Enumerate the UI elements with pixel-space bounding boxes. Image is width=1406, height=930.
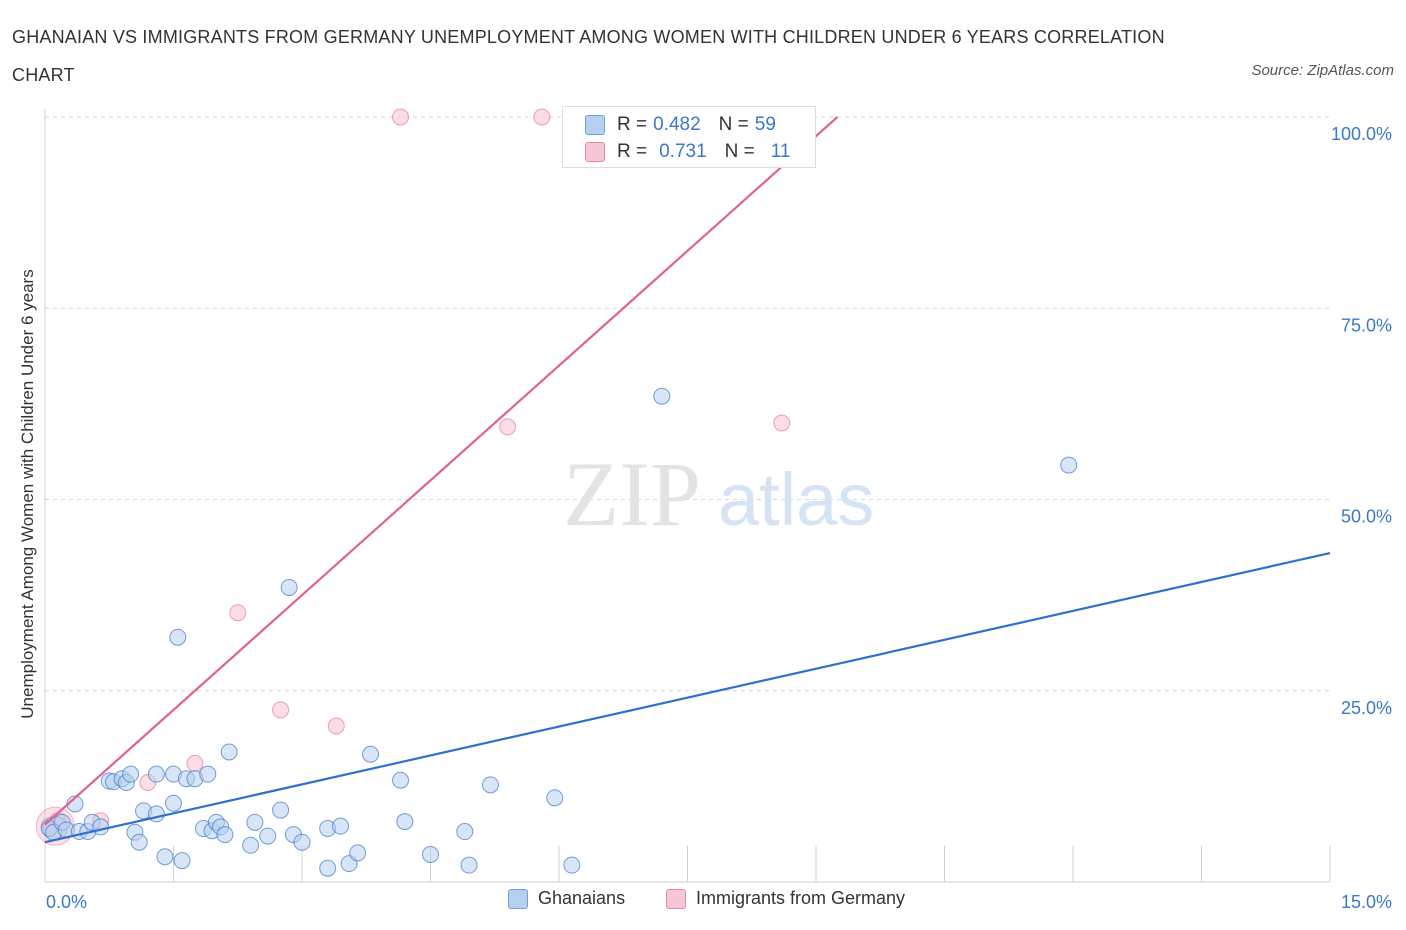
correlation-legend: R = 0.482 N = 59 R = 0.731 N = 11 [562,106,816,168]
y-tick-label: 75.0% [1341,315,1392,335]
x-tick-label: 15.0% [1341,892,1392,912]
data-point [229,604,247,622]
data-point [563,856,581,874]
data-point [280,578,298,596]
data-point [122,765,140,783]
data-point [327,717,345,735]
legend-n-value: 11 [770,141,791,162]
data-point [259,827,277,845]
data-point [546,789,564,807]
trend-line-ghanaians [44,551,1331,844]
data-point [392,771,410,789]
legend-n-label: N = [718,114,749,135]
y-tick-label: 25.0% [1341,698,1392,718]
data-point [169,628,187,646]
data-point [773,414,791,432]
legend-n-value: 59 [754,114,776,135]
series-legend: Ghanaians Immigrants from Germany [0,888,1406,916]
data-point [392,108,410,126]
data-point [186,754,204,772]
data-point [460,856,478,874]
data-point [92,818,110,836]
data-point [1060,456,1078,474]
data-point [246,813,264,831]
legend-swatch-blue [508,888,528,909]
data-point [216,826,234,844]
data-point [533,108,551,126]
legend-item-immigrants[interactable]: Immigrants from Germany [666,888,905,909]
data-point [147,765,165,783]
data-point [481,776,499,794]
chart-title: GHANAIAN VS IMMIGRANTS FROM GERMANY UNEM… [12,27,1165,85]
legend-item-ghanaians[interactable]: Ghanaians [508,888,625,909]
legend-label-ghanaians: Ghanaians [538,888,626,908]
trend-lines [44,116,1331,844]
legend-n-label: N = [724,141,755,162]
legend-r-value: 0.482 [653,114,701,135]
data-point [199,765,217,783]
tick-labels: 25.0% 50.0% 75.0% 100.0% 0.0% 15.0% [46,124,1392,912]
legend-r-label: R = [617,114,648,135]
data-point [220,743,238,761]
data-point [456,823,474,841]
y-tick-label: 50.0% [1341,507,1392,527]
data-point [130,833,148,851]
legend-swatch-pink [666,888,686,909]
x-tick-label: 0.0% [46,892,87,912]
data-point [319,859,337,877]
data-point [293,833,311,851]
legend-r-label: R = [617,141,648,162]
data-point [422,845,439,863]
y-tick-label: 100.0% [1331,124,1392,144]
data-point [272,801,290,819]
legend-swatch-pink [585,142,605,162]
data-point [349,844,367,862]
source-label: Source: ZipAtlas.com [1251,62,1394,79]
data-point [499,418,517,436]
data-point [653,387,671,405]
watermark-zip: ZIP [563,443,701,545]
data-point [332,817,350,835]
legend-row-ghanaians: R = 0.482 N = 59 [585,112,776,138]
data-point [165,794,182,812]
trend-line-immigrants [44,116,839,826]
legend-swatch-blue [585,115,605,135]
legend-label-immigrants: Immigrants from Germany [696,888,906,908]
data-point [396,813,414,831]
series-ghanaians [40,387,1078,877]
legend-r-value: 0.731 [659,141,707,162]
watermark: ZIP atlas [563,443,874,545]
legend-row-immigrants: R = 0.731 N = 11 [585,139,791,165]
data-point [242,836,260,854]
data-point [362,745,380,763]
data-point [272,701,290,719]
data-point [156,848,174,866]
watermark-atlas: atlas [718,458,874,541]
data-point [173,852,191,870]
